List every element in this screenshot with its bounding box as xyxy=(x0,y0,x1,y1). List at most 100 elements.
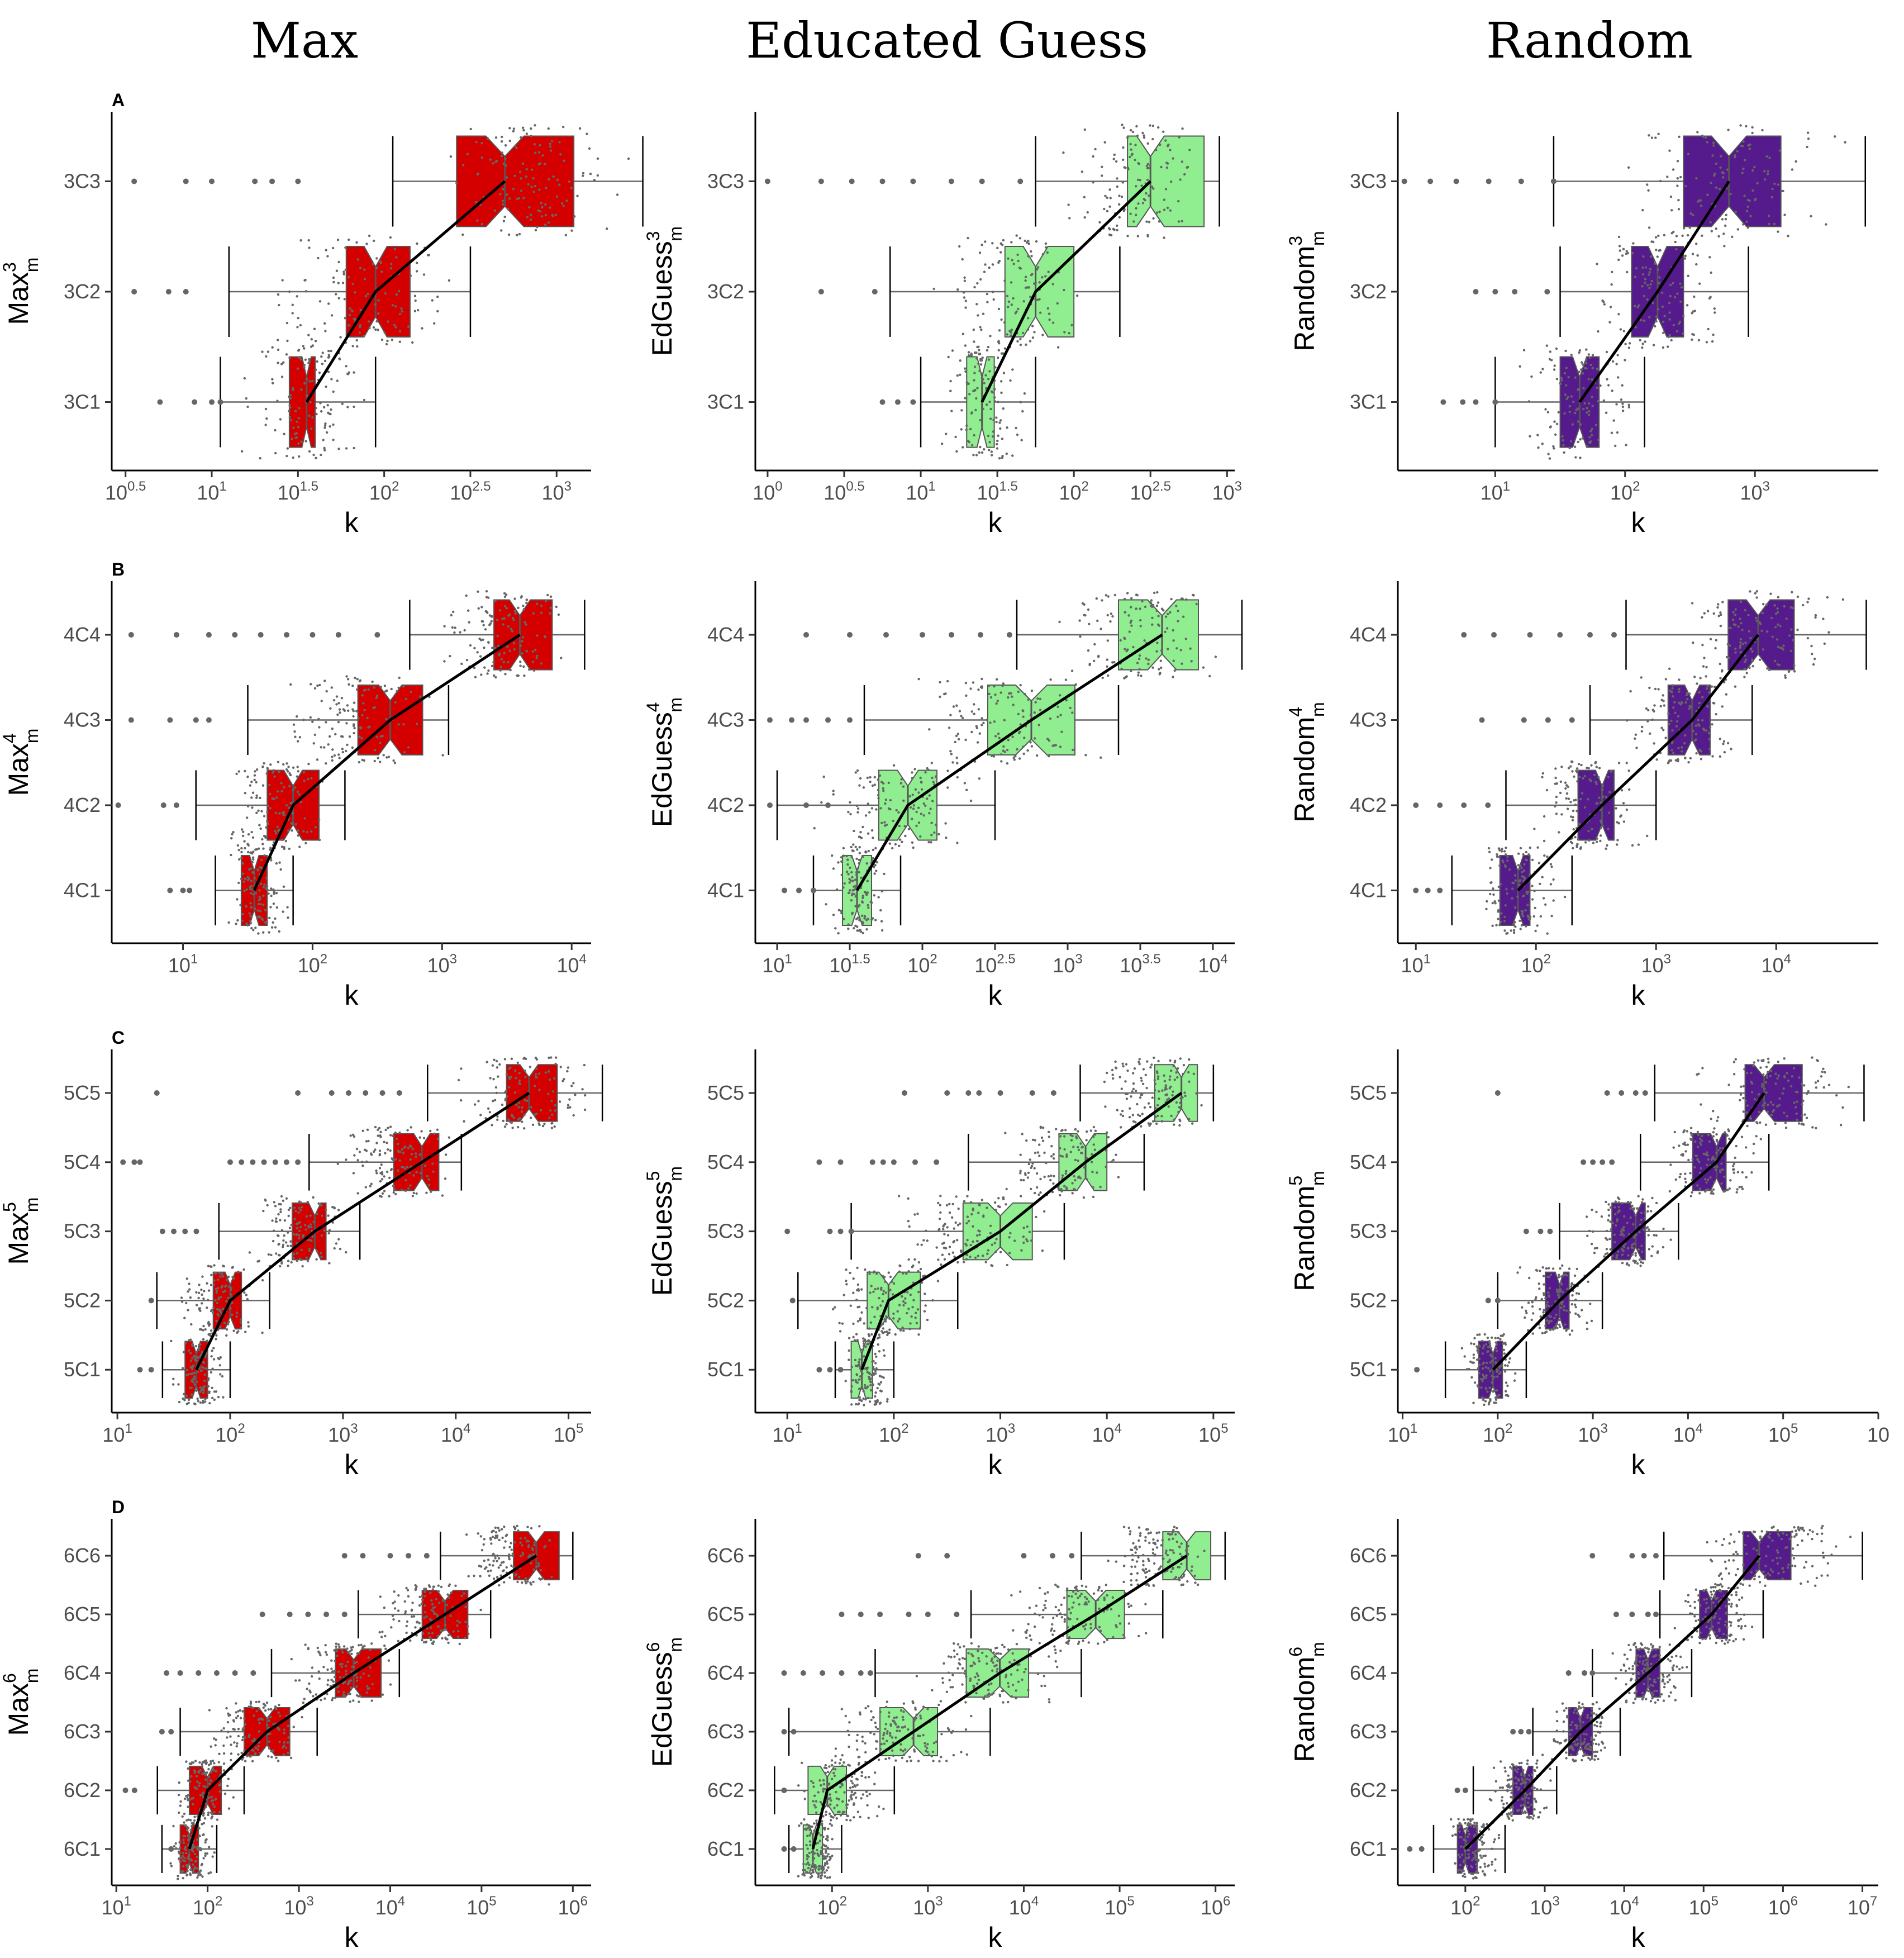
jitter-point xyxy=(487,137,489,140)
jitter-point xyxy=(1030,745,1034,748)
outlier-point xyxy=(192,399,198,405)
jitter-points xyxy=(336,1125,451,1198)
jitter-point xyxy=(209,1265,212,1268)
jitter-point xyxy=(919,1267,922,1271)
jitter-point xyxy=(1591,405,1594,407)
jitter-point xyxy=(593,179,596,182)
x-tick-base: 10 xyxy=(762,954,784,977)
jitter-point xyxy=(948,1211,951,1214)
jitter-point xyxy=(558,183,561,186)
jitter-point xyxy=(874,864,877,867)
jitter-point xyxy=(1599,839,1602,843)
jitter-point xyxy=(1104,1105,1107,1108)
jitter-point xyxy=(518,1117,521,1120)
jitter-point xyxy=(512,618,515,621)
jitter-point xyxy=(528,668,531,671)
jitter-points xyxy=(248,1195,348,1268)
jitter-point xyxy=(1768,222,1770,225)
jitter-point xyxy=(977,1254,979,1257)
jitter-point xyxy=(889,1275,892,1279)
jitter-point xyxy=(1562,444,1565,446)
jitter-point xyxy=(301,1265,304,1268)
jitter-point xyxy=(972,1240,974,1243)
jitter-point xyxy=(1573,775,1575,778)
jitter-point xyxy=(1156,641,1159,644)
jitter-point xyxy=(920,812,923,815)
jitter-point xyxy=(983,382,986,384)
jitter-point xyxy=(288,847,291,850)
jitter-point xyxy=(967,354,970,357)
jitter-point xyxy=(1688,226,1691,229)
jitter-point xyxy=(1022,752,1025,755)
jitter-point xyxy=(1154,1106,1157,1110)
jitter-point xyxy=(271,797,274,800)
jitter-point xyxy=(1188,149,1191,151)
jitter-point xyxy=(1076,294,1079,297)
x-tick-exponent: 1 xyxy=(928,479,935,494)
jitter-point xyxy=(841,1322,844,1325)
jitter-point xyxy=(248,912,251,915)
jitter-point xyxy=(534,648,537,652)
box-4C2 xyxy=(1413,760,1657,850)
jitter-point xyxy=(1575,408,1578,411)
jitter-point xyxy=(861,1348,864,1351)
jitter-point xyxy=(965,424,968,427)
jitter-point xyxy=(883,1276,886,1279)
jitter-point xyxy=(1046,307,1050,310)
jitter-point xyxy=(858,835,861,838)
jitter-point xyxy=(284,840,288,843)
jitter-point xyxy=(310,345,313,348)
jitter-point xyxy=(302,1234,304,1237)
jitter-point xyxy=(502,188,504,191)
jitter-point xyxy=(393,324,396,326)
jitter-point xyxy=(1543,839,1546,843)
jitter-point xyxy=(201,1302,203,1305)
jitter-point xyxy=(1030,274,1033,277)
jitter-point xyxy=(185,1394,188,1398)
jitter-point xyxy=(1155,149,1158,151)
outlier-point xyxy=(764,178,770,184)
jitter-point xyxy=(1029,741,1032,744)
jitter-point xyxy=(1726,168,1729,171)
jitter-point xyxy=(536,634,539,637)
jitter-point xyxy=(853,885,855,888)
jitter-point xyxy=(1514,925,1517,928)
jitter-point xyxy=(518,170,522,173)
jitter-point xyxy=(853,892,856,896)
y-label-subscript: m xyxy=(1308,231,1328,246)
jitter-point xyxy=(332,439,335,441)
jitter-point xyxy=(1130,669,1132,673)
jitter-point xyxy=(1140,1079,1143,1082)
jitter-point xyxy=(1692,333,1695,336)
jitter-point xyxy=(1188,1080,1191,1083)
jitter-point xyxy=(527,183,530,186)
box-body xyxy=(288,356,316,448)
jitter-point xyxy=(1153,591,1156,595)
jitter-point xyxy=(1048,319,1051,321)
jitter-point xyxy=(1022,1227,1025,1229)
x-tick-exponent: 1 xyxy=(1424,952,1431,967)
jitter-point xyxy=(872,1368,874,1371)
jitter-point xyxy=(871,784,874,787)
jitter-point xyxy=(1782,648,1784,651)
jitter-point xyxy=(1641,285,1644,288)
jitter-point xyxy=(340,697,344,700)
jitter-point xyxy=(312,1220,315,1223)
jitter-point xyxy=(1745,658,1748,662)
jitter-point xyxy=(1574,804,1577,806)
jitter-point xyxy=(1621,402,1624,405)
jitter-point xyxy=(272,902,275,905)
jitter-point xyxy=(291,438,293,440)
jitter-point xyxy=(1169,1069,1173,1072)
jitter-point xyxy=(1136,1102,1139,1106)
jitter-point xyxy=(1754,197,1757,201)
jitter-point xyxy=(1034,1191,1036,1195)
x-tick-base: 10 xyxy=(102,1423,125,1446)
jitter-point xyxy=(1497,918,1500,920)
jitter-point xyxy=(1177,1110,1180,1114)
jitter-point xyxy=(1560,379,1563,382)
jitter-point xyxy=(262,894,265,897)
jitter-point xyxy=(966,1215,969,1218)
jitter-point xyxy=(1555,347,1558,350)
outlier-point xyxy=(131,1159,137,1165)
